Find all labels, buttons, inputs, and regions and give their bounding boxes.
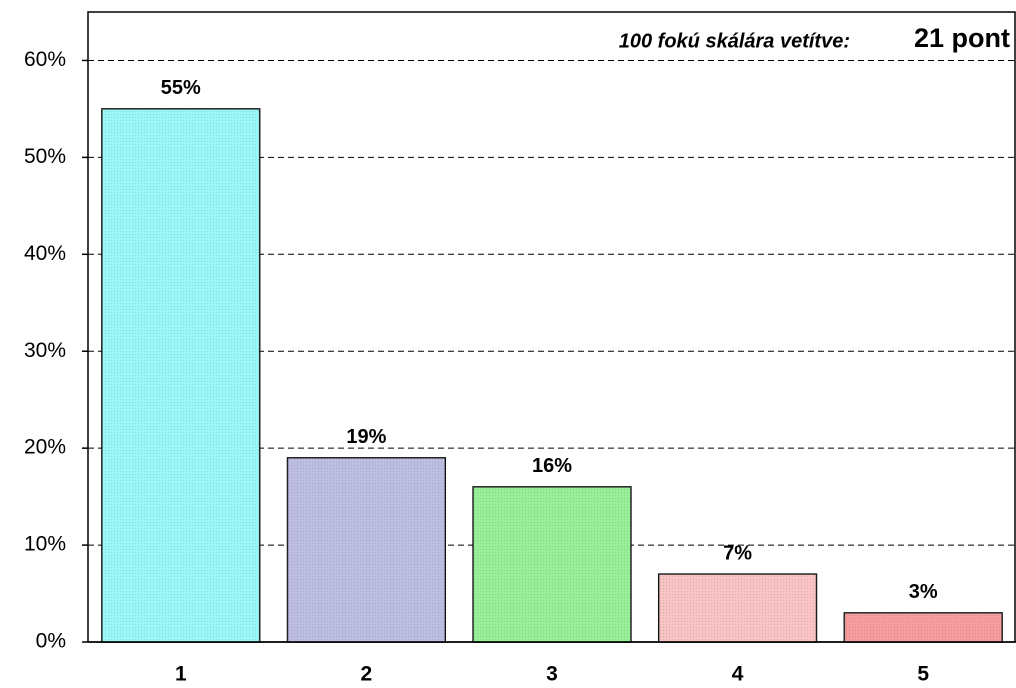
annotation-value: 21 pont	[914, 23, 1010, 53]
y-tick-label: 30%	[24, 339, 66, 362]
y-tick-label: 40%	[24, 242, 66, 265]
bar-texture	[473, 486, 631, 642]
y-tick-label: 0%	[36, 630, 66, 653]
bar-texture	[287, 457, 446, 642]
y-tick-label: 10%	[24, 533, 66, 556]
bar-texture	[844, 612, 1003, 642]
value-label: 16%	[532, 455, 572, 477]
y-tick-label: 50%	[24, 145, 66, 168]
value-label: 7%	[723, 542, 752, 564]
value-label: 55%	[161, 77, 201, 99]
bar-texture	[101, 108, 260, 642]
y-tick-label: 60%	[24, 48, 66, 71]
annotation-text: 100 fokú skálára vetítve:	[619, 30, 850, 52]
x-tick-label: 5	[917, 663, 929, 686]
x-tick-label: 2	[361, 663, 373, 686]
x-tick-label: 1	[175, 663, 187, 686]
x-tick-label: 4	[732, 663, 744, 686]
y-tick-label: 20%	[24, 436, 66, 459]
value-label: 19%	[346, 426, 386, 448]
value-label: 3%	[909, 581, 938, 603]
x-tick-label: 3	[546, 663, 558, 686]
bar-texture	[658, 574, 817, 642]
